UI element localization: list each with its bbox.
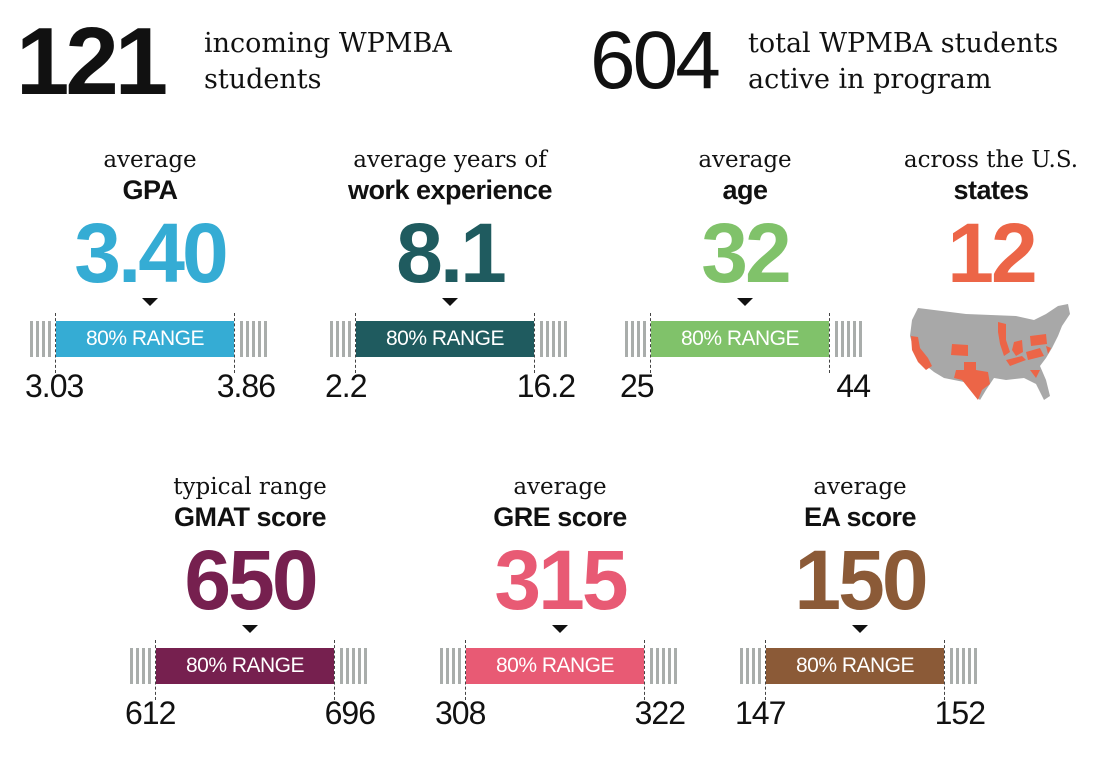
range-label: 80% RANGE	[55, 313, 235, 373]
gre-value: 315	[494, 533, 628, 627]
gre-title: GRE score	[493, 502, 627, 532]
gpa-title: GPA	[122, 175, 178, 205]
states-label: across the U.S.	[903, 147, 1079, 173]
range-stripes-right	[950, 648, 980, 684]
range-stripes-left	[330, 321, 352, 357]
work-experience-range-min: 2.2	[325, 368, 367, 404]
ea-range-max: 152	[934, 695, 986, 731]
gmat-label: typical range	[173, 474, 327, 500]
range-stripes-right	[650, 648, 680, 684]
ea-range-min: 147	[735, 695, 786, 731]
age-value: 32	[701, 206, 791, 300]
range-stripes-left	[130, 648, 152, 684]
gmat-title: GMAT score	[173, 502, 327, 532]
range-stripes-left	[625, 321, 647, 357]
gre-range-bar: 80% RANGE	[440, 640, 680, 700]
states-title: states	[953, 175, 1029, 205]
work-experience-label: average years of	[353, 147, 547, 173]
us-map-icon	[910, 304, 1070, 400]
age-title: age	[722, 175, 768, 205]
range-stripes-right	[240, 321, 270, 357]
gpa-value: 3.40	[74, 206, 229, 300]
age-range-max: 44	[836, 368, 871, 404]
total-text-2: active in program	[748, 64, 992, 95]
range-label: 80% RANGE	[465, 640, 645, 700]
age-range-min: 25	[620, 368, 655, 404]
gmat-range-min: 612	[125, 695, 176, 731]
ea-value: 150	[794, 533, 928, 627]
gre-stat: average GRE score 315 80% RANGE 308 322	[435, 473, 686, 733]
gre-range-min: 308	[435, 695, 486, 731]
age-stat: average age 32 80% RANGE 25 44	[620, 146, 871, 406]
gpa-range-bar: 80% RANGE	[30, 313, 270, 373]
total-text-1: total WPMBA students	[748, 28, 1059, 59]
range-stripes-right	[835, 321, 865, 357]
gpa-range-max: 3.86	[216, 368, 276, 404]
incoming-text-1: incoming WPMBA	[204, 28, 452, 59]
total-count: 604	[590, 15, 721, 106]
range-stripes-left	[440, 648, 462, 684]
gpa-range-min: 3.03	[25, 368, 84, 404]
gmat-range-max: 696	[324, 695, 376, 731]
work-experience-stat: average years of work experience 8.1 80%…	[325, 146, 576, 406]
pointer-triangle-icon	[852, 625, 868, 633]
pointer-triangle-icon	[737, 298, 753, 306]
gmat-stat: typical range GMAT score 650 80% RANGE 6…	[125, 473, 376, 733]
ea-title: EA score	[803, 502, 917, 532]
pointer-triangle-icon	[552, 625, 568, 633]
age-label: average	[698, 147, 792, 173]
ea-stat: average EA score 150 80% RANGE 147 152	[735, 473, 986, 733]
pointer-triangle-icon	[242, 625, 258, 633]
ea-label: average	[813, 474, 907, 500]
range-label: 80% RANGE	[650, 313, 830, 373]
range-label: 80% RANGE	[355, 313, 535, 373]
range-stripes-left	[740, 648, 762, 684]
gmat-value: 650	[184, 533, 318, 627]
gpa-label: average	[103, 147, 197, 173]
range-stripes-right	[540, 321, 570, 357]
work-experience-range-bar: 80% RANGE	[330, 313, 570, 373]
gre-label: average	[513, 474, 607, 500]
range-label: 80% RANGE	[765, 640, 945, 700]
range-label: 80% RANGE	[155, 640, 335, 700]
work-experience-title: work experience	[347, 175, 553, 205]
ea-range-bar: 80% RANGE	[740, 640, 980, 700]
gmat-range-bar: 80% RANGE	[130, 640, 370, 700]
range-stripes-right	[340, 648, 370, 684]
work-experience-value: 8.1	[396, 206, 507, 300]
pointer-triangle-icon	[142, 298, 158, 306]
work-experience-range-max: 16.2	[516, 368, 576, 404]
pointer-triangle-icon	[442, 298, 458, 306]
age-range-bar: 80% RANGE	[625, 313, 865, 373]
states-value: 12	[947, 206, 1037, 300]
gre-range-max: 322	[634, 695, 686, 731]
range-stripes-left	[30, 321, 52, 357]
incoming-count: 121	[16, 8, 168, 115]
states-stat: across the U.S. states 12	[866, 146, 1106, 415]
gpa-stat: average GPA 3.40 80% RANGE 3.03 3.86	[25, 146, 276, 406]
incoming-text-2: students	[204, 64, 322, 95]
